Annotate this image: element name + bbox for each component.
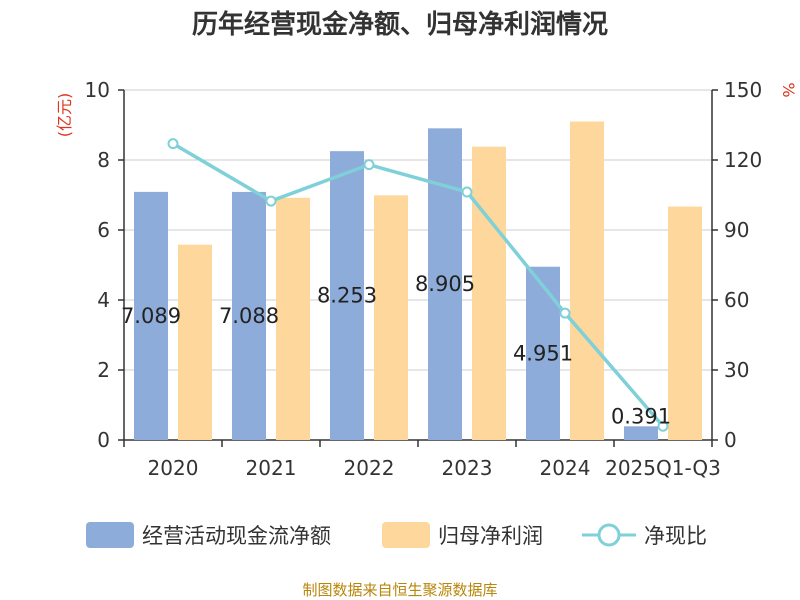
bars <box>134 121 702 440</box>
y-tick-label: 2 <box>97 358 110 382</box>
legend-swatch-profit <box>382 522 430 548</box>
bar-profit <box>374 195 408 440</box>
gridlines <box>124 89 712 371</box>
bar-cashflow <box>624 426 658 440</box>
ratio-line <box>167 138 669 432</box>
ratio-point <box>265 195 277 207</box>
y-tick-label: 8 <box>97 148 110 172</box>
ratio-point <box>363 159 375 171</box>
x-tick-label: 2021 <box>246 456 297 480</box>
legend-label-cashflow: 经营活动现金流净额 <box>142 524 331 548</box>
right-axis-unit: % <box>779 82 798 97</box>
bar-profit <box>178 244 212 440</box>
data-labels: 7.089 7.088 8.253 8.905 4.951 0.391 <box>121 272 671 428</box>
y2-tick-label: 0 <box>724 428 737 452</box>
y2-tick-label: 60 <box>724 288 749 312</box>
x-tick-label: 2023 <box>442 456 493 480</box>
y-tick-label: 10 <box>85 78 110 102</box>
legend-label-profit: 归母净利润 <box>438 524 543 548</box>
bar-cashflow <box>232 191 266 440</box>
y-tick-label: 4 <box>97 288 110 312</box>
y-tick-label: 6 <box>97 218 110 242</box>
axes: 0 2 4 6 8 10 0 30 60 90 120 150 2020 2021 2022 2023 2024… <box>85 78 763 480</box>
ratio-point <box>559 307 571 319</box>
x-tick-label: 2022 <box>344 456 395 480</box>
y-tick-label: 0 <box>97 428 110 452</box>
y2-tick-label: 90 <box>724 218 749 242</box>
legend-label-ratio: 净现比 <box>644 524 707 548</box>
y2-tick-label: 30 <box>724 358 749 382</box>
y2-tick-label: 150 <box>724 78 762 102</box>
bar-profit <box>276 197 310 440</box>
bar-cashflow <box>428 128 462 440</box>
bar-value-label: 8.253 <box>317 284 377 308</box>
source-note: 制图数据来自恒生聚源数据库 <box>302 581 497 599</box>
bar-profit <box>472 146 506 440</box>
ratio-line-path <box>172 142 665 428</box>
ratio-point <box>461 186 473 198</box>
bar-profit <box>668 206 702 440</box>
bar-profit <box>570 121 604 440</box>
ratio-point <box>167 138 179 150</box>
bar-value-label: 8.905 <box>415 272 475 296</box>
x-tick-label: 2025Q1-Q3 <box>605 456 721 480</box>
x-tick-label: 2020 <box>148 456 199 480</box>
bar-value-label: 4.951 <box>513 341 573 365</box>
left-axis-unit: (亿元) <box>55 93 74 138</box>
bar-cashflow <box>330 151 364 440</box>
legend-swatch-cashflow <box>86 522 134 548</box>
bar-value-label: 7.088 <box>219 304 279 328</box>
ratio-point <box>657 420 669 432</box>
bar-cashflow <box>134 191 168 440</box>
y2-tick-label: 120 <box>724 148 762 172</box>
legend-swatch-ratio-marker <box>597 523 621 547</box>
bar-value-label: 0.391 <box>611 404 671 428</box>
x-tick-label: 2024 <box>540 456 591 480</box>
chart-title: 历年经营现金净额、归母净利润情况 <box>192 9 608 40</box>
legend: 经营活动现金流净额 归母净利润 净现比 <box>86 522 707 548</box>
bar-cashflow <box>526 266 560 440</box>
bar-value-label: 7.089 <box>121 304 181 328</box>
